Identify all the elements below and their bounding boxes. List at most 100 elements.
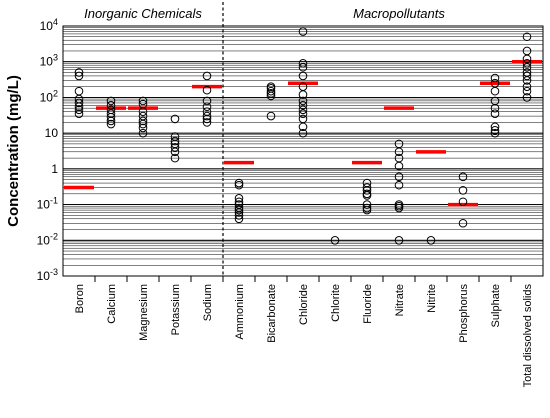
data-point	[202, 111, 212, 121]
data-point	[522, 76, 532, 85]
data-point	[490, 126, 500, 135]
data-point	[266, 111, 276, 121]
x-tick-label: Ammonium	[234, 284, 246, 340]
data-point	[106, 96, 116, 106]
data-point	[298, 90, 308, 99]
x-tick-label: Potassium	[170, 284, 182, 335]
data-point	[394, 180, 404, 190]
data-point	[74, 109, 84, 119]
x-tick-label: Phosphorus	[458, 284, 470, 343]
data-point	[458, 197, 468, 207]
y-tick-label: 104	[40, 17, 58, 33]
data-point	[490, 122, 500, 132]
x-tick-label: Chlorite	[330, 284, 342, 322]
data-point	[202, 71, 212, 81]
data-point	[202, 102, 212, 112]
data-point	[458, 186, 468, 195]
data-point	[234, 193, 244, 203]
data-point	[234, 178, 244, 188]
x-tick-label: Total dissolved solids	[522, 284, 534, 388]
data-point	[490, 73, 500, 83]
data-point	[202, 96, 212, 106]
data-point	[298, 59, 308, 68]
data-point	[522, 54, 532, 64]
group-label: Macropollutants	[353, 6, 445, 21]
data-point	[394, 161, 404, 171]
x-tick-label: Chloride	[298, 284, 310, 325]
data-point	[266, 89, 276, 98]
data-point-series	[74, 27, 532, 245]
y-tick-label: 102	[40, 88, 58, 104]
data-point	[394, 147, 404, 157]
data-point	[490, 109, 500, 119]
data-point	[490, 86, 500, 96]
data-point	[138, 107, 148, 116]
data-point	[458, 172, 468, 182]
data-point	[522, 62, 532, 72]
x-tick-label: Magnesium	[138, 284, 150, 341]
data-point	[298, 96, 308, 106]
data-point	[394, 235, 404, 245]
data-point	[298, 62, 308, 72]
data-point	[138, 119, 148, 129]
data-point	[202, 118, 212, 127]
data-point	[362, 191, 372, 200]
data-point	[522, 59, 532, 68]
data-point	[298, 101, 308, 110]
data-point	[138, 116, 148, 126]
x-tick-label: Fluoride	[362, 284, 374, 324]
y-tick-label: 10-2	[37, 231, 58, 247]
data-point	[74, 86, 84, 96]
data-point	[426, 235, 436, 245]
y-tick-label: 10-3	[37, 267, 58, 283]
data-point	[234, 214, 244, 224]
data-point	[266, 86, 276, 96]
data-point	[266, 91, 276, 101]
data-point	[298, 109, 308, 119]
data-point	[298, 128, 308, 138]
data-point	[490, 128, 500, 138]
data-point	[170, 114, 180, 124]
data-point	[106, 119, 116, 129]
x-tick-label: Boron	[74, 284, 86, 313]
plot-frame	[62, 25, 544, 277]
data-point	[138, 123, 148, 133]
data-point	[74, 102, 84, 112]
data-point	[234, 205, 244, 215]
data-point	[234, 197, 244, 207]
data-point	[202, 114, 212, 124]
data-point	[202, 85, 212, 95]
data-point	[522, 86, 532, 96]
data-point	[74, 68, 84, 77]
y-tick-label: 10-1	[37, 196, 58, 212]
data-point	[106, 116, 116, 126]
data-point	[458, 218, 468, 228]
x-tick-label: Calcium	[106, 284, 118, 324]
data-point	[106, 112, 116, 122]
data-point	[298, 27, 308, 36]
data-point	[234, 180, 244, 190]
data-point	[234, 211, 244, 220]
data-point	[170, 147, 180, 157]
data-point	[522, 32, 532, 42]
data-point	[298, 71, 308, 81]
group-labels: Inorganic Chemicals Macropollutants	[84, 6, 445, 21]
gridlines	[63, 25, 543, 282]
data-point	[490, 103, 500, 113]
data-point	[138, 128, 148, 138]
data-point	[522, 82, 532, 91]
y-tick-label: 103	[40, 53, 58, 69]
x-tick-label: Nitrite	[426, 284, 438, 313]
data-point	[170, 153, 180, 163]
data-point	[298, 122, 308, 132]
data-point	[362, 200, 372, 209]
x-tick-label: Sulphate	[490, 284, 502, 327]
data-point	[170, 136, 180, 146]
y-tick-label: 10	[45, 126, 59, 140]
data-point	[362, 186, 372, 195]
data-point	[74, 105, 84, 115]
data-point	[362, 203, 372, 213]
data-point	[362, 205, 372, 215]
